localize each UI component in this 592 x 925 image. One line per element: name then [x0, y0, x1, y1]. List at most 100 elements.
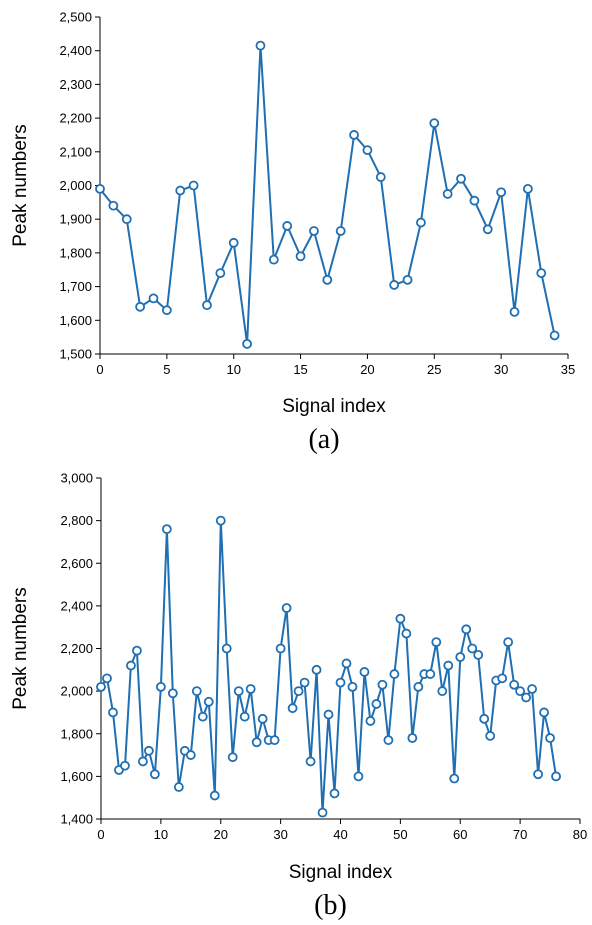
chart-a-y-tick-label: 1,900: [59, 212, 92, 227]
chart-b-data-point: [281, 603, 292, 613]
chart-b-y-axis-label: Peak numbers: [10, 587, 31, 710]
chart-b-data-point: [209, 790, 220, 801]
chart-a-x-tick-label: 30: [494, 362, 508, 377]
chart-b-y-tick-label: 2,800: [60, 513, 93, 528]
chart-a-x-ticks: 0 5 10 15 20 25 30 35: [96, 354, 575, 377]
chart-b-data-point: [197, 711, 208, 722]
chart-b-data-point: [551, 771, 561, 782]
chart-b-data-point: [371, 699, 382, 709]
chart-a-caption: (a): [308, 424, 339, 455]
chart-b-data-point: [287, 703, 298, 714]
chart-b-data-point: [431, 637, 442, 648]
chart-b-data-point: [545, 733, 555, 743]
chart-b-data-point: [413, 681, 424, 692]
chart-b-x-tick-label: 0: [97, 827, 104, 842]
chart-a-data-point: [456, 173, 466, 184]
chart-a-data-point: [282, 221, 293, 231]
chart-a-y-ticks: 1,500 1,600 1,700 1,800 1,900 2,000 2,100 2,200…: [59, 10, 100, 362]
chart-b-data-point: [329, 788, 340, 799]
chart-b-x-axis-label: Signal index: [289, 862, 393, 883]
chart-a-data-point: [496, 187, 507, 198]
chart-a-data-point: [135, 301, 146, 312]
chart-b-data-point: [395, 613, 406, 624]
chart-b-data-point: [299, 677, 310, 688]
chart-b-y-tick-label: 1,800: [60, 726, 93, 741]
chart-a-data-point: [349, 130, 359, 140]
chart-a-y-tick-label: 1,600: [59, 313, 92, 328]
chart-a-data-point: [108, 200, 119, 211]
chart-b-data-point: [437, 686, 448, 697]
chart-b-caption: (b): [314, 890, 347, 921]
chart-b-y-tick-label: 2,600: [60, 556, 93, 571]
chart-a-data-point: [268, 254, 279, 265]
chart-b-x-tick-label: 50: [393, 827, 407, 842]
chart-b-data-point: [539, 707, 549, 718]
chart-b-data-point: [509, 679, 520, 690]
chart-b-data-point: [323, 709, 334, 720]
chart-b-data-point: [383, 735, 394, 746]
chart-b-data-point: [389, 669, 400, 679]
chart-b-data-point: [359, 667, 370, 677]
chart-a-data-point: [228, 237, 239, 248]
chart-a-data-point: [161, 305, 172, 316]
chart-b-x-tick-label: 30: [273, 827, 287, 842]
chart-a-x-tick-label: 35: [561, 362, 575, 377]
chart-a-data-point: [309, 226, 319, 236]
chart-b-data-point: [257, 713, 268, 724]
chart-b-data-point: [461, 624, 472, 635]
chart-b-y-ticks: 1,400 1,600 1,800 2,000 2,200 2,400 2,600 2,800…: [60, 471, 101, 827]
chart-a-data-point: [389, 280, 400, 290]
chart-b-data-point: [311, 664, 322, 675]
chart-b-data-point: [365, 716, 376, 726]
chart-a-data-point: [482, 224, 493, 235]
chart-b-data-point: [203, 696, 214, 707]
chart-b-data-point: [173, 782, 184, 792]
chart-b-x-tick-label: 10: [154, 827, 168, 842]
chart-b-data-point: [353, 771, 364, 782]
chart-b-axes: [100, 478, 580, 820]
chart-b-data-point: [473, 649, 484, 660]
chart-a-data-point: [549, 330, 560, 341]
chart-a-y-axis-label: Peak numbers: [10, 124, 31, 247]
chart-a-y-tick-label: 2,500: [59, 10, 92, 25]
chart-b-data-point: [108, 707, 118, 718]
chart-b-data-point: [503, 637, 514, 648]
chart-b-data-point: [533, 769, 543, 780]
chart-a-data-point: [322, 274, 333, 285]
chart-b-series: [96, 515, 561, 818]
chart-b-data-point: [293, 686, 304, 697]
chart-b-data-point: [401, 628, 412, 639]
chart-a-data-point: [429, 118, 440, 129]
chart-b-data-point: [102, 673, 112, 684]
chart-b-data-point: [96, 681, 106, 692]
chart-b-data-point: [132, 645, 142, 656]
chart-b-data-point: [497, 673, 508, 684]
chart-b-data-point: [221, 643, 232, 654]
chart-a-series: [95, 40, 560, 349]
chart-a-y-tick-label: 2,300: [59, 77, 92, 92]
chart-b-data-point: [233, 686, 244, 697]
chart-b-data-point: [479, 713, 490, 724]
chart-b-data-point: [167, 688, 178, 699]
chart-b-data-point: [407, 733, 418, 743]
chart-b-data-point: [467, 643, 478, 654]
chart-a-y-tick-label: 1,800: [59, 245, 92, 260]
chart-a-data-point: [362, 145, 373, 156]
chart-a-y-tick-label: 2,400: [59, 43, 92, 58]
chart-a-x-tick-label: 5: [163, 362, 170, 377]
chart-a-data-point: [416, 217, 426, 228]
chart-a-data-point: [255, 40, 266, 51]
chart-a-data-point: [375, 172, 386, 182]
chart-a-data-point: [242, 338, 252, 349]
chart-b-data-point: [455, 652, 466, 662]
chart-a-x-tick-label: 25: [427, 362, 441, 377]
chart-a-x-tick-label: 15: [293, 362, 307, 377]
chart-a-data-point: [215, 268, 226, 279]
chart-b-data-point: [341, 658, 352, 669]
chart-b-data-point: [185, 750, 196, 760]
chart-a-data-point: [536, 268, 547, 279]
chart-a-axes: [99, 17, 568, 355]
chart-a-y-tick-label: 1,700: [59, 279, 92, 294]
chart-b-data-point: [515, 686, 526, 697]
